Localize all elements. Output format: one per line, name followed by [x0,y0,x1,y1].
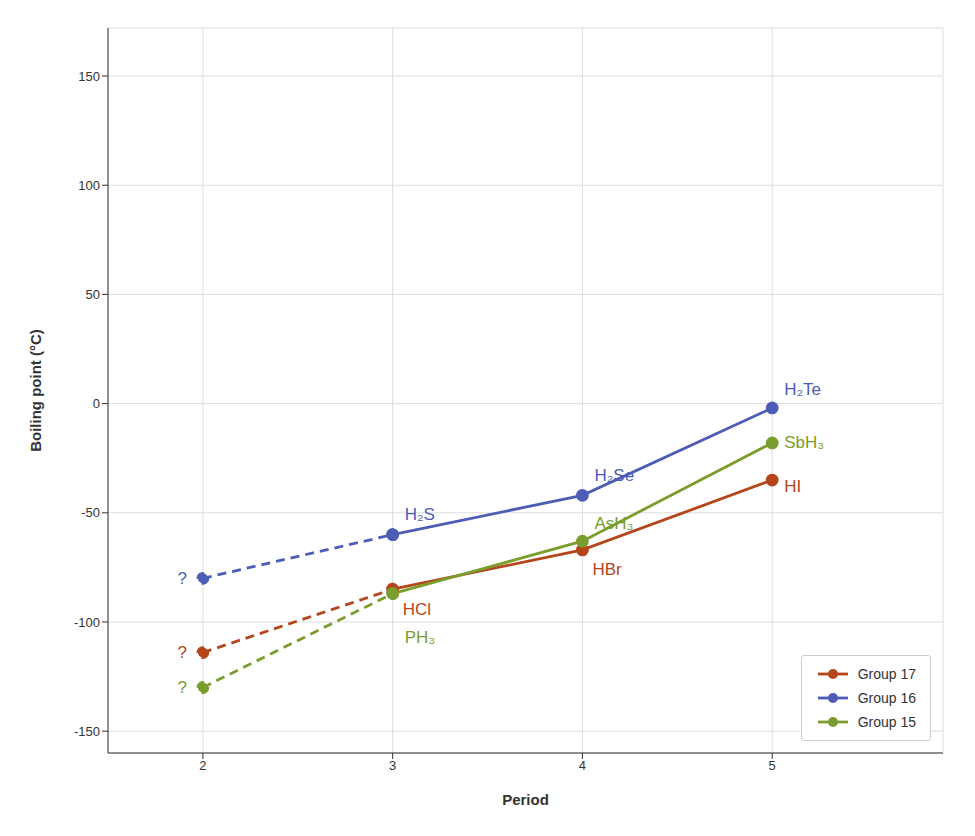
svg-text:150: 150 [78,69,100,84]
svg-text:?: ? [177,643,186,662]
svg-text:100: 100 [78,178,100,193]
svg-text:SbH₃: SbH₃ [784,433,824,452]
svg-text:0: 0 [93,396,100,411]
svg-text:-100: -100 [74,615,100,630]
html-text:Group 16: Group 16 [857,690,916,706]
html-text:Group 17: Group 17 [857,666,916,682]
svg-text:3: 3 [389,758,396,773]
svg-text:4: 4 [579,758,586,773]
svg-text:HBr: HBr [592,560,622,579]
svg-text:PH₃: PH₃ [405,628,436,647]
svg-text:2: 2 [199,758,206,773]
svg-text:HCl: HCl [403,600,431,619]
svg-text:Boiling point (°C): Boiling point (°C) [27,329,44,452]
html-text:Group 15: Group 15 [857,714,916,730]
svg-text:?: ? [177,678,186,697]
svg-text:H₂Te: H₂Te [784,380,821,399]
svg-text:5: 5 [769,758,776,773]
svg-text:50: 50 [86,287,100,302]
svg-text:H₂Se: H₂Se [594,466,634,485]
svg-text:?: ? [177,569,186,588]
svg-text:Period: Period [502,791,549,808]
svg-text:AsH₃: AsH₃ [594,514,633,533]
svg-text:-50: -50 [81,505,100,520]
svg-text:H₂S: H₂S [405,505,435,524]
svg-text:-150: -150 [74,724,100,739]
svg-text:HI: HI [784,477,801,496]
